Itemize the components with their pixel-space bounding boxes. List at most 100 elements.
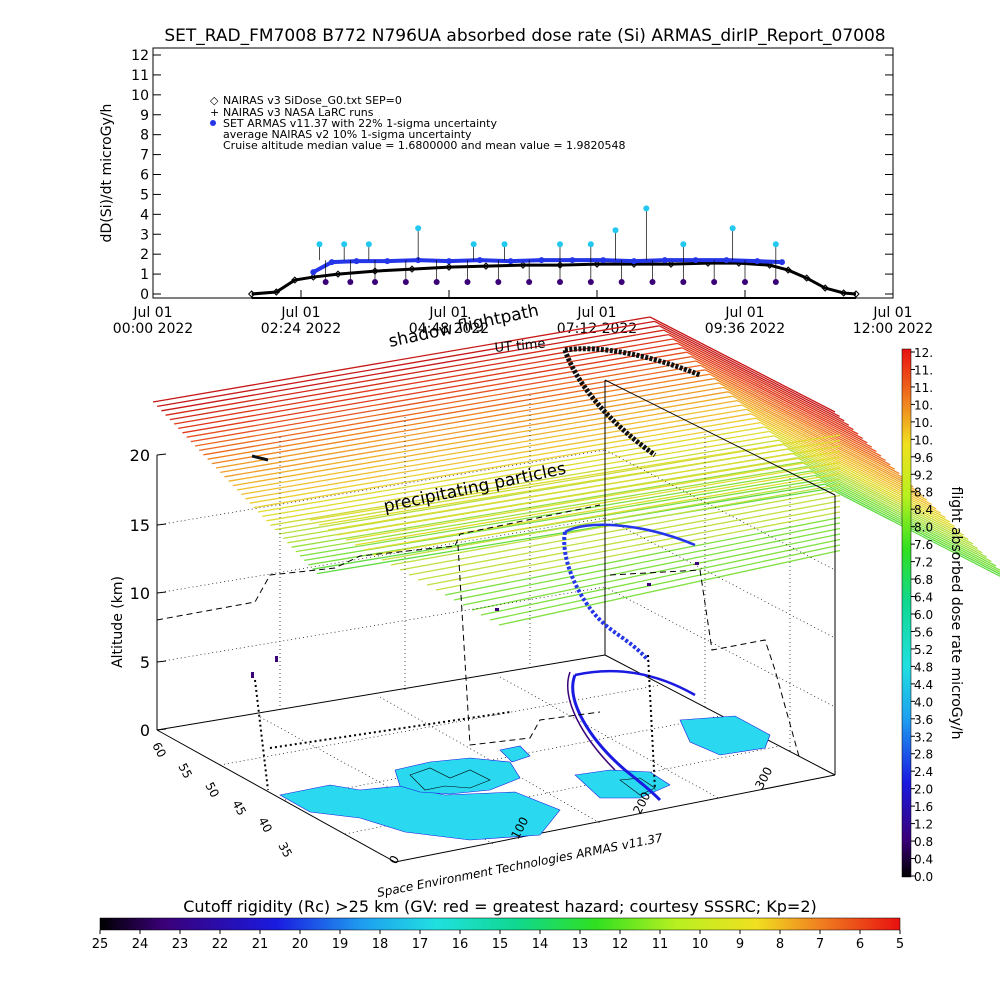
armas-outlier-point xyxy=(316,241,323,248)
precipitation-stripe xyxy=(211,377,715,465)
precipitation-stripe-front xyxy=(471,533,841,611)
precipitation-stripe xyxy=(173,338,674,425)
precipitation-stripe-front xyxy=(354,461,841,546)
precipitation-stripe xyxy=(157,320,655,408)
precipitation-stripe xyxy=(262,430,770,518)
nairas-diamond-point xyxy=(291,276,299,284)
dose-x-tick-label-date: Jul 01 xyxy=(872,305,912,321)
precipitation-stripe-side xyxy=(700,364,886,461)
dose-y-tick-label: 10 xyxy=(131,88,149,104)
armas-point xyxy=(569,257,576,264)
precipitation-plane xyxy=(152,316,1000,626)
rigidity-tick-label: 12 xyxy=(612,937,629,952)
nairas-diamond-point xyxy=(667,260,675,268)
precipitation-stripe-side xyxy=(801,461,988,558)
dose-y-tick-label: 3 xyxy=(140,227,149,243)
precipitation-stripe-side xyxy=(714,378,900,475)
precipitation-stripe xyxy=(161,325,660,412)
dose-colorbar-tick-label: 9.6 xyxy=(914,451,933,465)
dose-colorbar-tick-label: 6.4 xyxy=(914,591,933,605)
dose-colorbar-tick-label: 2.8 xyxy=(914,748,933,762)
nairas-diamond-point xyxy=(334,270,342,278)
dose-y-axis-label: dD(Si)/dt microGy/h xyxy=(99,104,115,243)
dose-x-tick-label-time: 09:36 2022 xyxy=(705,321,785,337)
armas-outlier-point xyxy=(433,279,440,286)
armas-point xyxy=(692,257,699,264)
precipitation-stripe-side xyxy=(704,369,891,466)
dose-colorbar-tick-label: 12. xyxy=(914,346,933,360)
dose-colorbar-tick-label: 11. xyxy=(914,363,933,377)
armas-outlier-point xyxy=(322,279,329,286)
armas-outlier-point xyxy=(347,279,354,286)
dose-x-tick-label-date: Jul 01 xyxy=(576,305,616,321)
precipitation-stripe-front xyxy=(363,467,841,551)
rigidity-tick-label: 14 xyxy=(532,937,549,952)
precipitation-stripe xyxy=(266,435,775,522)
legend-entry-1: NAIRAS v3 SiDose_G0.txt SEP=0 xyxy=(223,94,402,107)
armas-point xyxy=(631,258,637,265)
armas-outlier-point xyxy=(415,225,422,232)
precipitation-stripe-front xyxy=(435,511,841,591)
nairas-diamond-point xyxy=(839,289,848,297)
precipitation-stripe-side xyxy=(787,448,974,545)
nairas-diamond-point xyxy=(852,290,860,298)
legend-entry-4: average NAIRAS v2 10% 1-sigma uncertaint… xyxy=(223,128,472,141)
armas-outlier-point xyxy=(680,241,687,248)
dose-colorbar-tick-label: 8.8 xyxy=(914,486,933,500)
dose-x-tick-label-time: 02:24 2022 xyxy=(261,321,341,337)
rigidity-tick-label: 10 xyxy=(692,937,709,952)
dose-colorbar-tick-label: 4.0 xyxy=(914,695,933,709)
dose-legend: ◇ NAIRAS v3 SiDose_G0.txt SEP=0 + NAIRAS… xyxy=(210,94,626,152)
dose-x-tick-label-date: Jul 01 xyxy=(428,305,468,321)
armas-outlier-point xyxy=(372,279,378,286)
rigidity-tick-label: 20 xyxy=(292,937,309,952)
armas-outlier-point xyxy=(402,279,409,286)
precipitation-stripe-front xyxy=(480,538,841,616)
dose-colorbar-tick-label: 0.0 xyxy=(914,870,933,884)
dose-colorbar-tick-label: 6.0 xyxy=(914,608,933,622)
precipitation-stripe xyxy=(295,465,807,553)
precipitation-stripe-side xyxy=(819,479,1000,573)
dose-y-tick-label: 2 xyxy=(140,247,149,263)
armas-outlier-point xyxy=(464,279,471,286)
armas-outlier-point xyxy=(587,241,594,248)
rigidity-tick-label: 25 xyxy=(92,937,109,952)
dose-colorbar-tick-label: 10. xyxy=(914,398,933,412)
nairas-diamond-point xyxy=(802,274,811,282)
legend-marker-circle xyxy=(210,120,216,126)
precipitation-stripe-side xyxy=(783,444,969,541)
dose-colorbar-tick-label: 7.6 xyxy=(914,538,933,552)
precipitation-stripe xyxy=(253,421,761,509)
precipitation-stripe-side xyxy=(654,320,840,417)
rigidity-tick-label: 9 xyxy=(736,937,744,952)
latitude-tick-label: 40 xyxy=(255,815,275,835)
altitude-tick-mark xyxy=(156,453,167,456)
dose-colorbar-tick-label: 10. xyxy=(914,416,933,430)
ascent-descent-columns xyxy=(254,654,656,791)
dose-x-tick-label-date: Jul 01 xyxy=(132,305,172,321)
rigidity-tick-label: 5 xyxy=(896,937,904,952)
armas-outlier-point xyxy=(612,227,619,234)
precipitation-stripe-side xyxy=(824,483,1000,575)
armas-outlier-point xyxy=(495,279,502,286)
dose-colorbar-tick-label: 3.6 xyxy=(914,713,933,727)
nairas-diamond-point xyxy=(408,265,416,273)
rigidity-tick-label: 19 xyxy=(332,937,349,952)
dose-x-tick-label-time: 07:12 2022 xyxy=(557,321,637,337)
precipitation-stripe-side xyxy=(764,426,951,523)
precipitation-stripe xyxy=(241,408,747,496)
precipitation-stripe-front xyxy=(417,500,841,581)
precipitation-stripe-front xyxy=(489,544,841,621)
precipitation-stripe-front xyxy=(336,450,841,536)
shadow-flightpath xyxy=(562,346,701,458)
precipitation-stripe-side xyxy=(681,347,868,444)
dose-colorbar-tick-label: 5.2 xyxy=(914,643,933,657)
altitude-tick-label: 15 xyxy=(130,516,150,535)
precipitation-stripe-side xyxy=(792,452,978,549)
dose-x-tick-label-time: 04:48 2022 xyxy=(409,321,489,337)
legend-marker-diamond: ◇ xyxy=(210,94,219,107)
armas-point xyxy=(723,257,730,264)
